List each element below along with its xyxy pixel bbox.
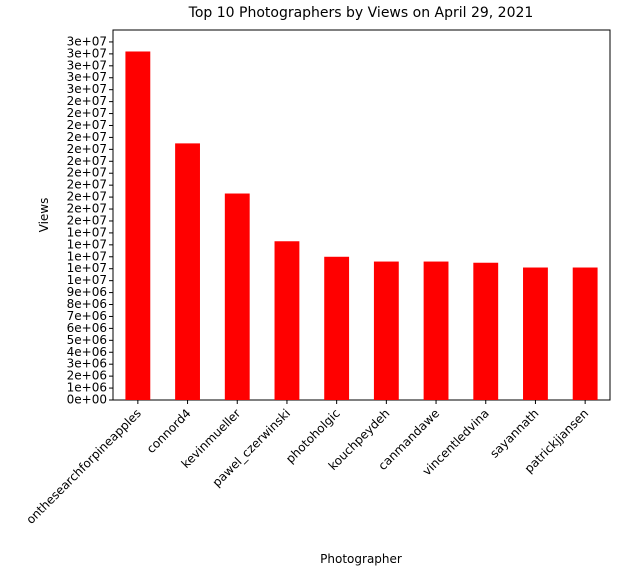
bar (125, 51, 151, 400)
y-tick-label: 2e+07 (67, 142, 107, 156)
y-tick-label: 2e+07 (67, 190, 107, 204)
y-axis-label: Views (37, 198, 51, 233)
y-tick-label: 2e+07 (67, 106, 107, 120)
y-tick-label: 2e+07 (67, 130, 107, 144)
bar (572, 267, 598, 400)
y-tick-label: 1e+07 (67, 261, 107, 275)
x-tick-label: onthesearchforpineapples (23, 406, 144, 527)
y-tick-label: 3e+06 (67, 357, 107, 371)
y-tick-label: 1e+07 (67, 237, 107, 251)
bar (175, 143, 200, 401)
y-tick-label: 3e+07 (67, 82, 107, 96)
x-tick-label: sayannath (487, 406, 541, 460)
y-tick-label: 1e+06 (67, 381, 107, 395)
bar (274, 241, 300, 400)
y-tick-label: 3e+07 (67, 70, 107, 84)
y-tick-label: 2e+07 (67, 178, 107, 192)
y-tick-label: 2e+07 (67, 118, 107, 132)
y-tick-label: 2e+07 (67, 166, 107, 180)
y-tick-label: 3e+07 (67, 46, 107, 60)
y-tick-label: 4e+06 (67, 345, 107, 359)
y-tick-label: 7e+06 (67, 309, 107, 323)
plot-frame (112, 29, 611, 401)
bar (224, 193, 250, 400)
y-tick-label: 3e+07 (67, 58, 107, 72)
y-tick-label: 2e+07 (67, 154, 107, 168)
bar (523, 267, 548, 400)
y-tick-label: 9e+06 (67, 285, 107, 299)
bar (473, 262, 499, 400)
y-tick-label: 6e+06 (67, 321, 107, 335)
y-tick-label: 2e+07 (67, 213, 107, 227)
y-tick-label: 5e+06 (67, 333, 107, 347)
x-axis-label: Photographer (320, 552, 402, 566)
y-tick-label: 1e+07 (67, 273, 107, 287)
y-tick-label: 8e+06 (67, 297, 107, 311)
y-tick-label: 1e+07 (67, 225, 107, 239)
chart-title: Top 10 Photographers by Views on April 2… (188, 5, 534, 21)
y-tick-label: 3e+07 (67, 34, 107, 48)
bar (373, 261, 399, 400)
y-tick-label: 2e+07 (67, 94, 107, 108)
y-tick-label: 2e+06 (67, 369, 107, 383)
bar (324, 256, 350, 400)
y-tick-label: 1e+07 (67, 249, 107, 263)
x-tick-label: connord4 (144, 406, 194, 456)
y-tick-label: 2e+07 (67, 202, 107, 216)
bar (423, 261, 449, 400)
y-tick-label: 0e+00 (67, 393, 107, 407)
